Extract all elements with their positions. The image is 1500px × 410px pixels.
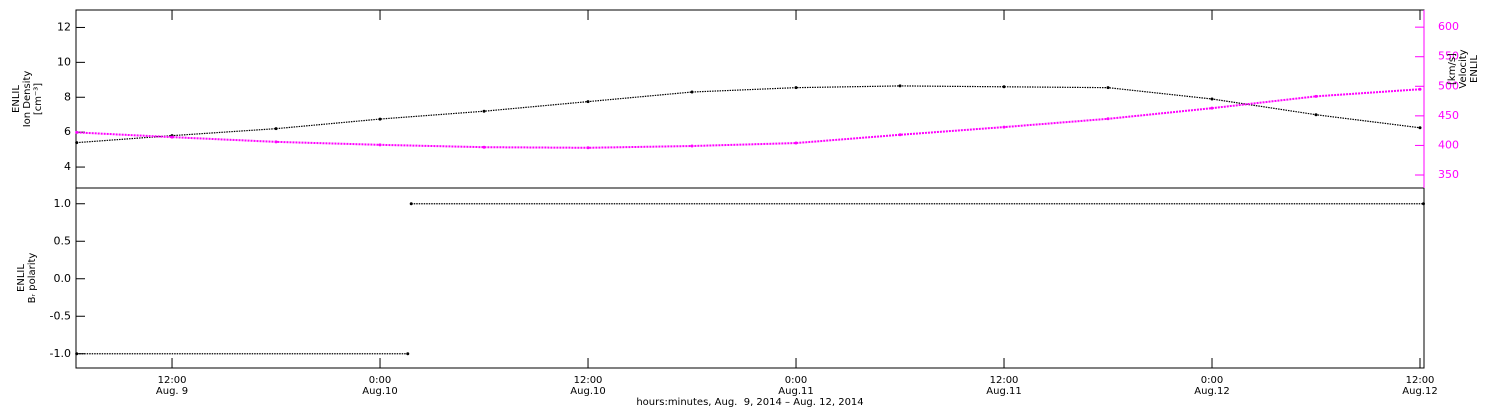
data-point (1314, 94, 1318, 98)
data-point (75, 130, 79, 134)
data-point (378, 117, 382, 121)
data-point (1421, 202, 1425, 206)
x-tick-label: 12:00 (574, 375, 603, 386)
data-point (1210, 97, 1214, 101)
y-axis-label: ENLIL (16, 264, 27, 292)
x-tick-date: Aug. 9 (156, 386, 188, 397)
y2-tick-label: 600 (1438, 20, 1459, 33)
data-point (794, 141, 798, 145)
data-point (794, 86, 798, 90)
x-tick-date: Aug.10 (570, 386, 605, 397)
x-tick-label: 12:00 (990, 375, 1019, 386)
y2-tick-label: 350 (1438, 168, 1459, 181)
data-point (898, 133, 902, 137)
y2-tick-label: 500 (1438, 79, 1459, 92)
data-point (1106, 86, 1110, 90)
y2-axis-label: [km/s] (1447, 53, 1458, 85)
y-tick-label: -1.0 (50, 347, 71, 360)
data-point (482, 145, 486, 149)
x-tick-date: Aug.12 (1402, 386, 1437, 397)
data-point (690, 90, 694, 94)
y-axis-label: Ion Density (22, 71, 33, 128)
y-tick-label: 0.0 (54, 272, 72, 285)
data-point (1314, 113, 1318, 117)
data-point (170, 135, 174, 139)
data-point (586, 146, 590, 150)
data-point (690, 144, 694, 148)
x-tick-label: 0:00 (785, 375, 807, 386)
data-point (274, 140, 278, 144)
data-line (76, 88, 1421, 149)
y-axis-label: [cm⁻³] (33, 83, 44, 115)
frame (75, 9, 1425, 369)
x-tick-label: 12:00 (158, 375, 187, 386)
data-point (1106, 117, 1110, 121)
y-tick-label: 8 (64, 90, 71, 103)
y2-tick-label: 400 (1438, 138, 1459, 151)
y2-axis-label: ENLIL (1469, 55, 1480, 83)
data-point (1002, 125, 1006, 129)
y-tick-label: 0.5 (54, 234, 72, 247)
x-tick-label: 12:00 (1406, 375, 1435, 386)
data-point (75, 141, 79, 145)
x-tick-date: Aug.11 (778, 386, 813, 397)
y-axis-label: Bᵣ polarity (27, 253, 38, 304)
data-point (898, 84, 902, 88)
y-tick-label: -0.5 (50, 309, 71, 322)
data-point (378, 143, 382, 147)
x-tick-date: Aug.11 (986, 386, 1021, 397)
x-tick-label: 0:00 (369, 375, 391, 386)
data-point (1418, 126, 1422, 130)
x-tick-date: Aug.10 (362, 386, 397, 397)
x-tick-label: 0:00 (1201, 375, 1223, 386)
y2-tick-label: 550 (1438, 50, 1459, 63)
data-point (1418, 87, 1422, 91)
y-tick-label: 10 (57, 55, 71, 68)
data-point (75, 352, 79, 356)
data-point (1002, 85, 1006, 89)
y2-tick-label: 450 (1438, 109, 1459, 122)
data-point (274, 127, 278, 131)
y-axis-label: ENLIL (11, 85, 22, 113)
y2-axis-label: Velocity (1458, 49, 1469, 88)
data-point (406, 352, 410, 356)
x-axis-label: hours:minutes, Aug. 9, 2014 – Aug. 12, 2… (636, 397, 863, 408)
data-point (482, 109, 486, 113)
y-tick-label: 4 (64, 160, 71, 173)
x-tick-date: Aug.12 (1194, 386, 1229, 397)
data-point (586, 100, 590, 104)
y-tick-label: 1.0 (54, 197, 72, 210)
y-tick-label: 6 (64, 125, 71, 138)
y-tick-label: 12 (57, 20, 71, 33)
data-line (76, 85, 1421, 144)
data-point (1210, 106, 1214, 110)
data-point (409, 202, 413, 206)
